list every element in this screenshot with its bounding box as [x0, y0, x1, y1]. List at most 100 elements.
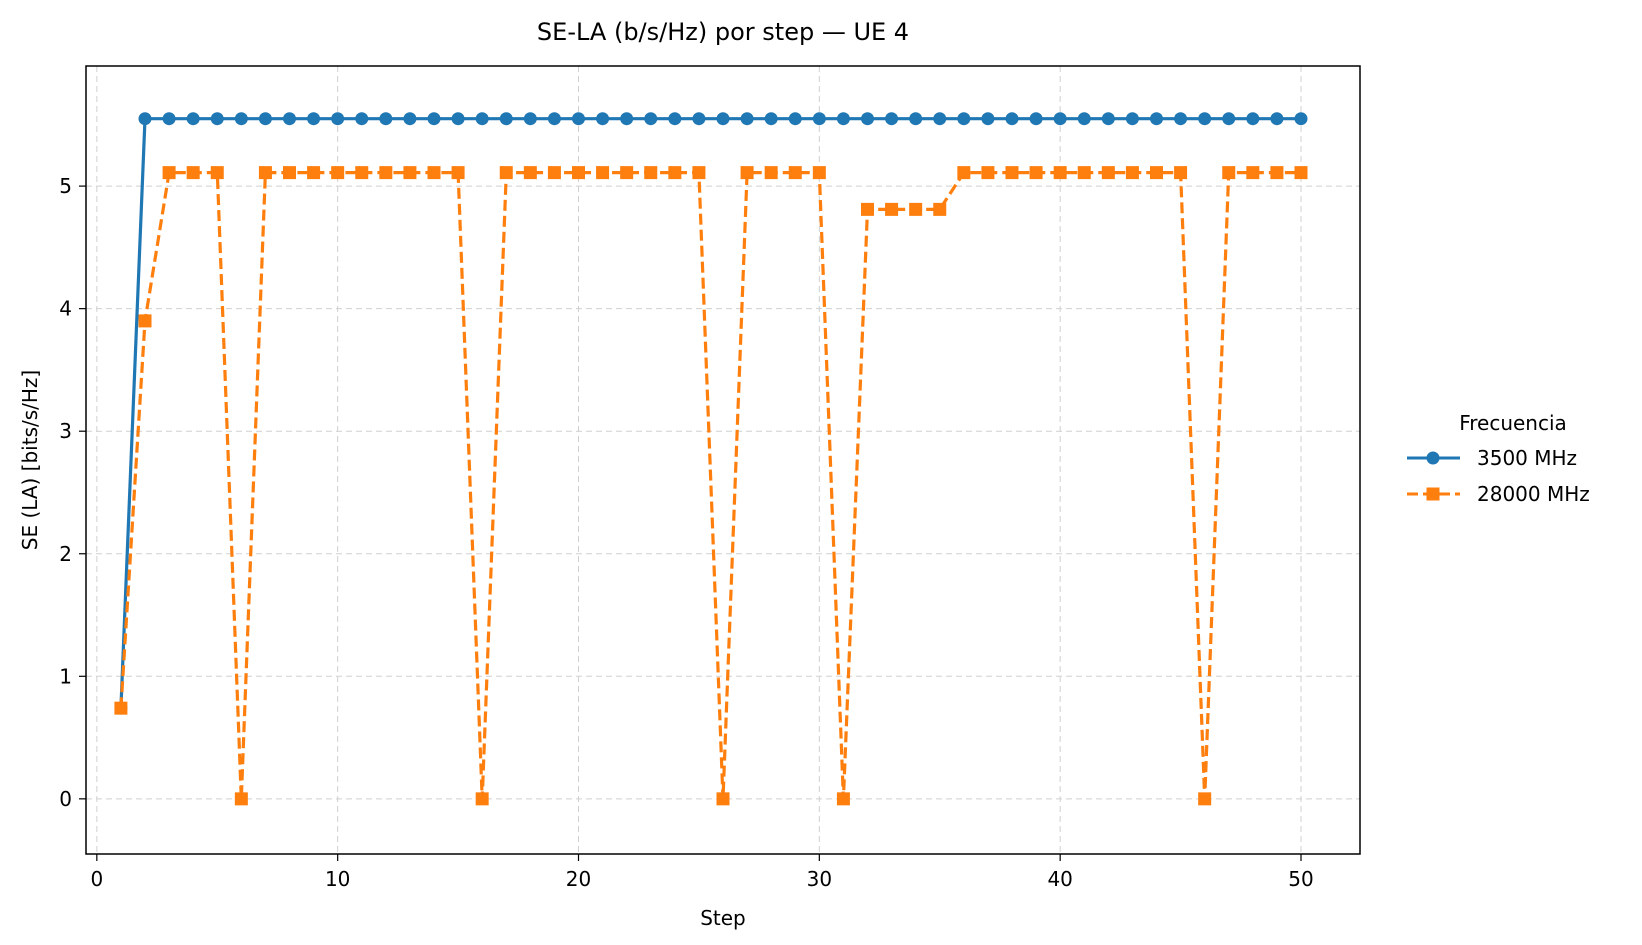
data-point [957, 112, 971, 126]
data-point [668, 112, 682, 126]
data-point [1125, 112, 1139, 126]
data-point [716, 112, 730, 126]
data-point [885, 112, 899, 126]
y-tick-label: 2 [59, 542, 72, 566]
y-axis-title: SE (LA) [bits/s/Hz] [18, 370, 42, 551]
data-point [644, 166, 658, 180]
data-point [620, 112, 634, 126]
data-point [740, 112, 754, 126]
data-point [523, 112, 537, 126]
data-point [379, 112, 393, 126]
data-point [547, 112, 561, 126]
data-point [234, 792, 248, 806]
data-point [138, 112, 152, 126]
data-point [355, 112, 369, 126]
data-point [692, 166, 706, 180]
data-point [427, 166, 441, 180]
data-point [909, 202, 923, 216]
data-point [764, 112, 778, 126]
data-point [1294, 166, 1308, 180]
data-point [162, 112, 176, 126]
data-point [620, 166, 634, 180]
data-point [1222, 166, 1236, 180]
data-point [1270, 112, 1284, 126]
data-point [1246, 112, 1260, 126]
data-point [1294, 112, 1308, 126]
legend: Frecuencia 3500 MHz 28000 MHz [1407, 411, 1590, 506]
x-tick-label: 10 [325, 867, 350, 891]
data-point [1029, 112, 1043, 126]
data-point [547, 166, 561, 180]
data-point [692, 112, 706, 126]
legend-title: Frecuencia [1459, 411, 1567, 435]
data-point [740, 166, 754, 180]
data-point [1053, 166, 1067, 180]
data-point [812, 166, 826, 180]
chart-title: SE-LA (b/s/Hz) por step — UE 4 [537, 18, 909, 46]
legend-marker-3500 [1426, 451, 1440, 465]
data-point [427, 112, 441, 126]
data-point [307, 166, 321, 180]
data-point [572, 112, 586, 126]
data-point [210, 166, 224, 180]
data-point [379, 166, 393, 180]
data-point [403, 112, 417, 126]
data-point [1101, 112, 1115, 126]
x-tick-label: 50 [1288, 867, 1313, 891]
data-point [186, 166, 200, 180]
data-point [475, 112, 489, 126]
series-1 [114, 166, 1308, 806]
grid [86, 66, 1360, 854]
data-point [1198, 112, 1212, 126]
legend-label-28000: 28000 MHz [1477, 482, 1590, 506]
data-point [788, 112, 802, 126]
data-point [403, 166, 417, 180]
plot-frame [85, 65, 1361, 855]
data-point [283, 112, 297, 126]
y-tick-label: 3 [59, 419, 72, 443]
y-tick-label: 4 [59, 297, 72, 321]
data-point [1101, 166, 1115, 180]
data-point [716, 792, 730, 806]
data-point [572, 166, 586, 180]
y-tick-label: 0 [59, 787, 72, 811]
data-point [258, 166, 272, 180]
data-point [451, 112, 465, 126]
x-tick-label: 30 [807, 867, 832, 891]
data-point [307, 112, 321, 126]
series-layer [114, 112, 1308, 806]
x-axis: 0 10 20 30 40 50 [90, 854, 1314, 891]
data-point [933, 202, 947, 216]
data-point [1270, 166, 1284, 180]
legend-label-3500: 3500 MHz [1477, 446, 1577, 470]
data-point [186, 112, 200, 126]
data-point [475, 792, 489, 806]
data-point [596, 112, 610, 126]
legend-marker-28000 [1426, 487, 1440, 501]
data-point [933, 112, 947, 126]
data-point [162, 166, 176, 180]
data-point [788, 166, 802, 180]
data-point [499, 166, 513, 180]
data-point [957, 166, 971, 180]
data-point [1198, 792, 1212, 806]
data-point [138, 314, 152, 328]
data-point [499, 112, 513, 126]
data-point [644, 112, 658, 126]
data-point [451, 166, 465, 180]
data-point [1149, 166, 1163, 180]
data-point [523, 166, 537, 180]
data-point [1246, 166, 1260, 180]
data-point [764, 166, 778, 180]
x-tick-label: 0 [90, 867, 103, 891]
data-point [210, 112, 224, 126]
data-point [885, 202, 899, 216]
y-tick-label: 5 [59, 174, 72, 198]
data-point [1125, 166, 1139, 180]
data-point [1149, 112, 1163, 126]
data-point [1005, 166, 1019, 180]
data-point [596, 166, 610, 180]
data-point [234, 112, 248, 126]
